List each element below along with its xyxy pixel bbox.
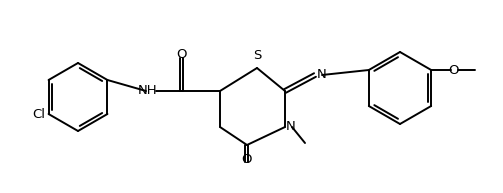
Text: S: S [253, 49, 261, 62]
Text: N: N [317, 68, 327, 80]
Text: O: O [242, 153, 252, 166]
Text: O: O [448, 63, 458, 76]
Text: O: O [177, 48, 187, 61]
Text: NH: NH [138, 85, 158, 97]
Text: Cl: Cl [33, 108, 46, 120]
Text: N: N [286, 120, 296, 134]
